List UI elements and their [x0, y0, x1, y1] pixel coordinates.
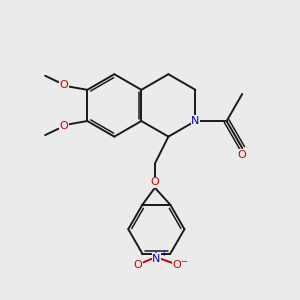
Text: O: O: [172, 260, 181, 270]
Text: O: O: [59, 80, 68, 90]
Text: O: O: [59, 121, 68, 131]
Text: O: O: [238, 150, 247, 160]
Text: N: N: [191, 116, 200, 126]
Text: +: +: [160, 249, 166, 258]
Text: −: −: [180, 256, 187, 266]
Text: N: N: [152, 254, 160, 264]
Text: O: O: [151, 177, 159, 188]
Text: O: O: [133, 260, 142, 270]
